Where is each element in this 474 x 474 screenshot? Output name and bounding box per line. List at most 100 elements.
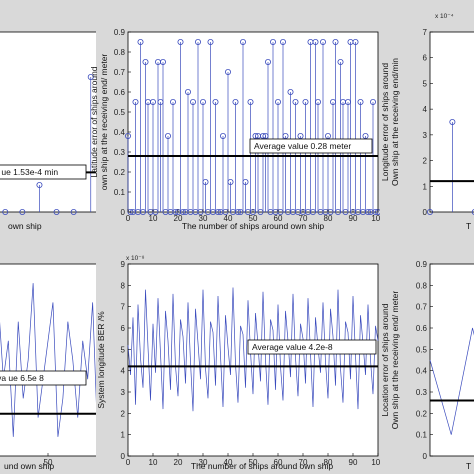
x-tick-label: 0 [126,458,131,467]
y-tick-label: 0.8 [114,48,126,57]
stem-marker [234,208,241,215]
y-tick-label: 4 [423,105,428,114]
axis-exponent: x 10⁻⁸ [126,255,145,262]
stem-marker [137,39,144,46]
x-tick-label: 20 [174,214,183,223]
stem-marker [242,178,249,185]
annotation-box [0,164,87,180]
annotation-label: Average value 4.2e-8 [252,342,333,352]
stem-marker [87,74,94,81]
x-tick-label: 50 [44,458,53,467]
x-tick-label: 50 [249,214,258,223]
y-tick-label: 0.9 [114,28,126,37]
y-tick-label: 6 [121,324,126,333]
axis-exponent: x 10⁻⁴ [435,13,454,20]
stem-marker [319,39,326,46]
stem-marker [232,99,239,106]
y-axis-label: Own ship at the receiving end/min [390,58,400,186]
y-tick-label: 3 [121,388,126,397]
stem-marker [369,99,376,106]
chart-bottom-center: Average value 4.2e-80 10 20 30 40 50 60 70 80 90 1… [96,255,380,471]
stem-marker [302,99,309,106]
stem-marker [195,39,202,46]
stem-marker [125,132,132,139]
y-tick-label: 0.4 [114,128,126,137]
y-tick-label: 7 [121,303,126,312]
y-tick-label: 0.4 [416,367,428,376]
plot-area [127,31,379,213]
x-tick-label: 20 [174,458,183,467]
stem-marker [314,99,321,106]
annotation-label: e va ue 6.5e 8 [0,373,44,383]
y-tick-label: 5 [121,345,126,354]
stem-marker [287,89,294,96]
chart-bottom-right: 0 0.1 0.2 0.3 0.4 0.5 0.6 0.7 0.8 0.9 Location err… [380,260,474,471]
x-tick-label: 50 [249,458,258,467]
stem-marker [219,132,226,139]
annotation-box [0,370,87,386]
x-tick-label: 80 [324,214,333,223]
y-tick-label: 0.3 [114,148,126,157]
chart-top-right: 0 1 2 3 4 5 6 7 x 10⁻⁴ Longitude error of ships a… [380,13,474,231]
series-line [0,283,96,437]
y-tick-label: 0.6 [416,324,428,333]
stem-marker [202,178,209,185]
plot-area [0,31,96,213]
y-tick-label: 2 [121,409,126,418]
stem-marker [165,132,172,139]
y-tick-label: 0 [423,208,428,217]
y-tick-label: 0.7 [416,303,428,312]
x-tick-label: 80 [324,458,333,467]
x-tick-label: 40 [224,214,233,223]
stem-marker [132,99,139,106]
stem-marker [180,208,187,215]
y-tick-label: 1 [121,431,126,440]
x-axis-label: The number of ships around own ship [182,221,324,231]
y-tick-label: 7 [423,28,428,37]
chart-top-center: Average value 0.28 meter 0 10 20 30 40 50 60 70 8… [89,28,380,231]
y-tick-label: 0 [423,452,428,461]
annotation-label: va ue 1.53e-4 min [0,167,58,177]
stem-marker [471,209,474,215]
annotation-box [249,138,373,154]
stem-marker [224,69,231,76]
stem-marker [239,39,246,46]
x-axis-label: T [466,221,471,231]
stem-marker [53,208,60,215]
stem-marker [70,208,77,215]
x-tick-label: 60 [274,214,283,223]
y-tick-label: 0.8 [416,281,428,290]
stem-marker [274,99,281,106]
y-tick-label: 4 [121,367,126,376]
annotation-label: Average value 0.28 meter [254,141,351,151]
y-tick-label: 0.2 [416,409,428,418]
y-tick-label: 2 [423,157,428,166]
x-tick-label: 60 [274,458,283,467]
y-tick-label: 0 [121,452,126,461]
stem-marker [357,99,364,106]
stem-marker [207,39,214,46]
y-tick-label: 0.7 [114,68,126,77]
y-tick-label: 0.9 [416,260,428,269]
stem-marker [150,99,157,106]
y-tick-label: 6 [423,54,428,63]
y-tick-label: 0.3 [416,388,428,397]
stem-marker [200,99,207,106]
x-tick-label: 40 [224,458,233,467]
y-axis-label: System longitude BER /% [96,311,106,409]
y-tick-label: 0.1 [416,431,428,440]
stem-marker [215,208,222,215]
x-axis-label: own ship [8,221,42,231]
y-axis-label: Own ship at the receiving end/ meter [390,291,400,430]
stem-marker [2,208,9,215]
stem-marker [312,39,319,46]
stem-marker [352,39,359,46]
x-tick-label: 10 [149,458,158,467]
stem-marker [282,132,289,139]
y-axis-label: Location error of ships around [380,303,390,416]
stem-marker [247,99,254,106]
stem-marker [177,39,184,46]
chart-top-left: va ue 1.53e-4 min own ship [0,31,96,231]
